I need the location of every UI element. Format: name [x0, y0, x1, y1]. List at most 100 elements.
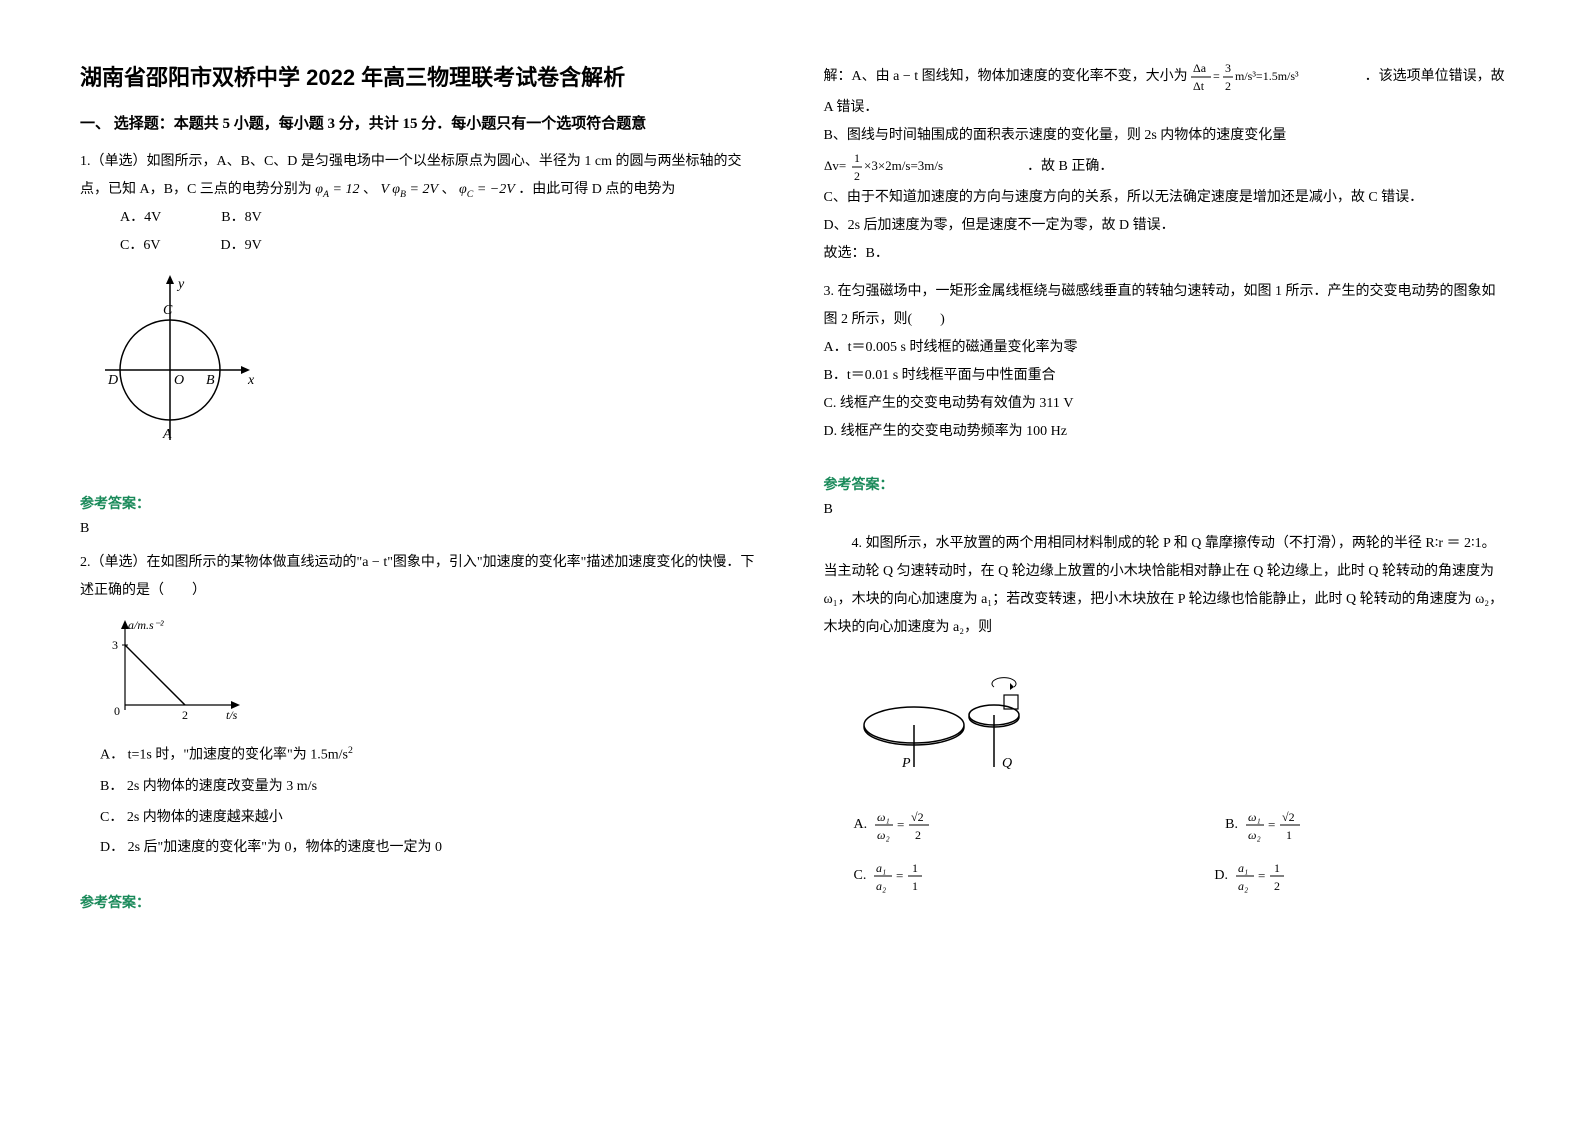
q2-optC: C． 2s 内物体的速度越来越小 [100, 803, 764, 834]
paper-title: 湖南省邵阳市双桥中学 2022 年高三物理联考试卷含解析 [80, 60, 764, 92]
q4-optB-label: B. [1225, 817, 1238, 833]
svg-text:2: 2 [1225, 79, 1231, 93]
q3-answer: B [824, 502, 1508, 518]
q1-sep1: 、 [363, 182, 377, 197]
graph-xtick: 2 [182, 708, 188, 722]
q2-sol-line2-formula-row: Δv= 1 2 ×3×2m/s=3m/s ．故 B 正确． [824, 150, 1508, 184]
question-4: 4. 如图所示，水平放置的两个用相同材料制成的轮 P 和 Q 靠摩擦传动（不打滑… [824, 530, 1508, 909]
q2-graph: 3 2 0 a/m.s⁻² t/s [100, 615, 250, 725]
svg-text:=: = [1258, 868, 1265, 883]
graph-ytick: 3 [112, 638, 118, 652]
axis-x-label: x [247, 373, 255, 388]
svg-text:1: 1 [1286, 828, 1292, 842]
svg-text:3: 3 [1225, 61, 1231, 75]
q2-optA: A． t=1s 时，"加速度的变化率"为 1.5m/s2 [100, 740, 764, 771]
svg-text:=: = [1268, 817, 1275, 832]
question-2: 2.（单选）在如图所示的某物体做直线运动的"a − t"图象中，引入"加速度的变… [80, 549, 764, 864]
q2-solution: 解：A、由 a − t 图线知，物体加速度的变化率不变，大小为 Δa Δt = … [824, 60, 1508, 268]
q2-sol-line4: D、2s 后加速度为零，但是速度不一定为零，故 D 错误． [824, 212, 1508, 240]
q1-ref-answer-label: 参考答案： [80, 493, 764, 513]
q4-optB: B. ω₁ ω₂ = √2 1 [1225, 807, 1316, 843]
q2-optB: B． 2s 内物体的速度改变量为 3 m/s [100, 772, 764, 803]
svg-text:√2: √2 [1282, 810, 1295, 824]
q1-stem: 1.（单选）如图所示，A、B、C、D 是匀强电场中一个以坐标原点为圆心、半径为 … [80, 148, 764, 204]
q1-sep2: 、 [442, 182, 456, 197]
q3-stem: 3. 在匀强磁场中，一矩形金属线框绕与磁感线垂直的转轴匀速转动，如图 1 所示．… [824, 278, 1508, 334]
svg-text:2: 2 [915, 828, 921, 842]
svg-text:1: 1 [1274, 861, 1280, 875]
q3-optA: A．t＝0.005 s 时线框的磁通量变化率为零 [824, 334, 1508, 362]
svg-text:=: = [897, 817, 904, 832]
q2-sol-line2: B、图线与时间轴围成的面积表示速度的变化量，则 2s 内物体的速度变化量 [824, 122, 1508, 150]
svg-text:Δv=: Δv= [824, 158, 846, 173]
svg-text:Q: Q [1002, 756, 1012, 771]
svg-text:2: 2 [1274, 879, 1280, 893]
svg-text:ω₂: ω₂ [877, 828, 890, 842]
q2-sol-line5: 故选：B． [824, 240, 1508, 268]
graph-origin: 0 [114, 704, 120, 718]
q4-diagram: P Q [854, 657, 1074, 777]
q1-optB: B．8V [221, 204, 261, 232]
q4-optD-formula: a₁ a₂ = 1 2 [1236, 858, 1296, 894]
svg-text:a₂: a₂ [876, 879, 886, 893]
svg-text:ω₂: ω₂ [1248, 828, 1261, 842]
left-column: 湖南省邵阳市双桥中学 2022 年高三物理联考试卷含解析 一、 选择题：本题共 … [80, 60, 764, 1062]
point-D: D [107, 373, 118, 388]
q3-optB: B．t＝0.01 s 时线框平面与中性面重合 [824, 362, 1508, 390]
q4-optD: D. a₁ a₂ = 1 2 [1214, 858, 1296, 894]
question-3: 3. 在匀强磁场中，一矩形金属线框绕与磁感线垂直的转轴匀速转动，如图 1 所示．… [824, 278, 1508, 446]
section-1-title: 一、 选择题：本题共 5 小题，每小题 3 分，共计 15 分．每小题只有一个选… [80, 112, 764, 133]
svg-text:1: 1 [912, 861, 918, 875]
graph-xlabel: t/s [226, 708, 238, 722]
q2-sol-formula2-svg: Δv= 1 2 ×3×2m/s=3m/s [824, 150, 1024, 184]
svg-text:=: = [1213, 69, 1220, 83]
svg-text:1: 1 [912, 879, 918, 893]
q2-optA-sup: 2 [348, 745, 353, 756]
q2-sol-line3: C、由于不知道加速度的方向与速度方向的关系，所以无法确定速度是增加还是减小，故 … [824, 184, 1508, 212]
q4-optC-formula: a₁ a₂ = 1 1 [874, 858, 934, 894]
q1-phiB: V φB = 2V [380, 182, 438, 197]
svg-text:1: 1 [854, 151, 860, 165]
q1-optC: C．6V [120, 232, 160, 260]
svg-text:ω₁: ω₁ [1248, 810, 1261, 824]
svg-text:×3×2m/s=3m/s: ×3×2m/s=3m/s [864, 158, 943, 173]
svg-text:P: P [901, 756, 911, 771]
q4-options-row1: A. ω₁ ω₂ = √2 2 B. ω₁ ω₂ = √ [854, 807, 1508, 843]
q2-sol-line1-pre: 解：A、由 a − t 图线知，物体加速度的变化率不变，大小为 [824, 69, 1188, 84]
q4-optB-formula: ω₁ ω₂ = √2 1 [1246, 807, 1316, 843]
q2-ref-answer-label: 参考答案： [80, 892, 764, 912]
q3-ref-answer-label: 参考答案： [824, 474, 1508, 494]
svg-text:a₂: a₂ [1238, 879, 1248, 893]
q4-optA-label: A. [854, 817, 868, 833]
right-column: 解：A、由 a − t 图线知，物体加速度的变化率不变，大小为 Δa Δt = … [824, 60, 1508, 1062]
q2-optA-text: A． t=1s 时，"加速度的变化率"为 1.5m/s [100, 748, 348, 763]
svg-text:a₁: a₁ [1238, 861, 1248, 875]
question-1: 1.（单选）如图所示，A、B、C、D 是匀强电场中一个以坐标原点为圆心、半径为 … [80, 148, 764, 465]
point-O: O [174, 373, 184, 388]
svg-text:2: 2 [854, 169, 860, 183]
q2-sol-line1: 解：A、由 a − t 图线知，物体加速度的变化率不变，大小为 Δa Δt = … [824, 60, 1508, 122]
axis-y-label: y [176, 277, 185, 292]
point-A: A [162, 427, 172, 442]
svg-text:m/s³=1.5m/s³: m/s³=1.5m/s³ [1235, 69, 1299, 83]
q4-optD-label: D. [1214, 868, 1228, 884]
q1-diagram: y x C A D B O [100, 270, 764, 455]
point-C: C [163, 303, 173, 318]
svg-text:=: = [896, 868, 903, 883]
q2-stem: 2.（单选）在如图所示的某物体做直线运动的"a − t"图象中，引入"加速度的变… [80, 549, 764, 605]
q4-optC: C. a₁ a₂ = 1 1 [854, 858, 935, 894]
q3-optC: C. 线框产生的交变电动势有效值为 311 V [824, 390, 1508, 418]
graph-ylabel: a/m.s⁻² [128, 618, 164, 632]
q2-sol-line2-post: ．故 B 正确． [1027, 159, 1113, 174]
q4-optA-formula: ω₁ ω₂ = √2 2 [875, 807, 945, 843]
svg-text:ω₁: ω₁ [877, 810, 890, 824]
q4-stem: 4. 如图所示，水平放置的两个用相同材料制成的轮 P 和 Q 靠摩擦传动（不打滑… [824, 530, 1508, 642]
svg-text:a₁: a₁ [876, 861, 886, 875]
q1-optA: A．4V [120, 204, 161, 232]
svg-text:Δa: Δa [1193, 61, 1207, 75]
q2-optD: D． 2s 后"加速度的变化率"为 0，物体的速度也一定为 0 [100, 833, 764, 864]
q1-optD: D．9V [220, 232, 261, 260]
svg-text:Δt: Δt [1193, 79, 1205, 93]
q1-answer: B [80, 521, 764, 537]
q1-phiA: φA = 12 [315, 182, 359, 197]
